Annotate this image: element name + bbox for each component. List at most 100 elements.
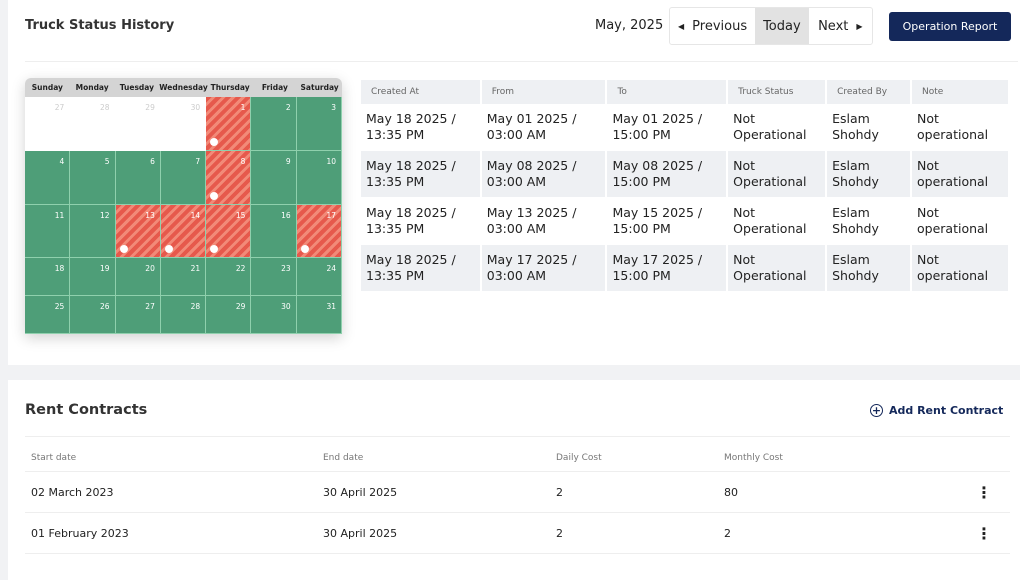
calendar-week: 4 5 6 7 8 9 10 — [25, 151, 342, 205]
calendar-day[interactable]: 29 — [206, 296, 252, 334]
column-header: To — [606, 80, 729, 104]
table-cell: May 18 2025 / 13:35 PM — [361, 244, 482, 292]
calendar-day[interactable]: 10 — [296, 151, 342, 205]
calendar-day[interactable]: 1 — [206, 97, 252, 151]
calendar-day[interactable]: 2 — [251, 97, 297, 151]
status-marker-icon — [300, 245, 309, 253]
kebab-menu-icon: ⋮ — [976, 482, 992, 502]
column-header: Truck Status — [727, 80, 828, 104]
status-marker-icon — [119, 245, 128, 253]
table-cell: May 08 2025 / 03:00 AM — [480, 150, 608, 198]
column-header: Created By — [826, 80, 912, 104]
table-cell: Not Operational — [727, 150, 828, 198]
status-marker-icon — [210, 138, 219, 146]
calendar-day[interactable]: 8 — [206, 151, 252, 205]
calendar-day[interactable]: 23 — [251, 258, 297, 296]
table-cell: 01 February 2023 — [25, 512, 317, 554]
calendar-day[interactable]: 4 — [25, 151, 71, 205]
divider — [25, 61, 1018, 62]
today-button[interactable]: Today — [755, 8, 809, 44]
table-row: May 18 2025 / 13:35 PM May 13 2025 / 03:0… — [361, 197, 1010, 245]
table-cell: May 17 2025 / 03:00 AM — [480, 244, 608, 292]
operation-report-button[interactable]: Operation Report — [889, 12, 1011, 41]
calendar-day[interactable]: 18 — [25, 258, 71, 296]
table-cell: Not operational — [911, 197, 1010, 245]
calendar-day[interactable]: 3 — [296, 97, 342, 151]
column-header: Note — [911, 80, 1010, 104]
table-row: May 18 2025 / 13:35 PM May 17 2025 / 03:0… — [361, 244, 1010, 292]
column-header: From — [480, 80, 608, 104]
previous-label: Previous — [692, 18, 748, 34]
calendar-day[interactable]: 27 — [115, 296, 161, 334]
calendar-day[interactable]: 5 — [70, 151, 116, 205]
table-row: May 18 2025 / 13:35 PM May 01 2025 / 03:0… — [361, 104, 1010, 151]
table-cell: Eslam Shohdy — [826, 104, 912, 151]
next-button[interactable]: Next ▶ — [809, 8, 872, 44]
previous-button[interactable]: ◀ Previous — [670, 8, 755, 44]
rent-contracts-table: Start date End date Daily Cost Monthly Cost… — [25, 436, 1010, 554]
calendar-day[interactable]: 21 — [160, 258, 207, 296]
calendar-day[interactable]: 7 — [160, 151, 207, 205]
calendar-day[interactable]: 27 — [25, 97, 71, 151]
calendar-day[interactable]: 26 — [70, 296, 116, 334]
status-marker-icon — [210, 192, 219, 200]
calendar-day[interactable]: 15 — [206, 205, 252, 258]
calendar-day[interactable]: 14 — [160, 205, 207, 258]
calendar-day[interactable]: 29 — [115, 97, 161, 151]
calendar-week: 11 12 13 14 15 16 17 — [25, 205, 342, 258]
today-label: Today — [763, 18, 801, 34]
column-header: Daily Cost — [550, 436, 718, 472]
calendar-day[interactable]: 16 — [251, 205, 297, 258]
add-rent-contract-button[interactable]: + Add Rent Contract — [870, 404, 1003, 417]
current-month: May, 2025 — [595, 18, 664, 33]
table-cell: 2 — [718, 512, 958, 554]
status-history-table: Created At From To Truck Status Created By No… — [361, 80, 1010, 292]
calendar-day[interactable]: 13 — [115, 205, 161, 258]
calendar: Sunday Monday Tuesday Wednesday Thursday Frid… — [25, 78, 342, 334]
calendar-day[interactable]: 30 — [251, 296, 297, 334]
table-cell: 2 — [550, 471, 718, 513]
table-cell: 80 — [718, 471, 958, 513]
table-cell: Not operational — [911, 104, 1010, 151]
calendar-week: 25 26 27 28 29 30 31 — [25, 296, 342, 334]
calendar-day[interactable]: 17 — [296, 205, 342, 258]
calendar-day[interactable]: 11 — [25, 205, 71, 258]
table-cell: May 18 2025 / 13:35 PM — [361, 104, 482, 151]
status-marker-icon — [164, 245, 173, 253]
calendar-weekdays: Sunday Monday Tuesday Wednesday Thursday Frid… — [25, 78, 342, 97]
calendar-day[interactable]: 9 — [251, 151, 297, 205]
calendar-nav: ◀ Previous Today Next ▶ — [669, 7, 873, 45]
column-header: Start date — [25, 436, 317, 472]
calendar-day[interactable]: 31 — [296, 296, 342, 334]
column-header: End date — [317, 436, 550, 472]
calendar-day[interactable]: 22 — [206, 258, 252, 296]
calendar-day[interactable]: 19 — [70, 258, 116, 296]
calendar-day[interactable]: 25 — [25, 296, 71, 334]
calendar-day[interactable]: 30 — [160, 97, 207, 151]
table-cell: May 18 2025 / 13:35 PM — [361, 197, 482, 245]
status-marker-icon — [210, 245, 219, 253]
table-cell: May 15 2025 / 15:00 PM — [606, 197, 729, 245]
add-rent-contract-label: Add Rent Contract — [889, 404, 1004, 417]
table-cell: Eslam Shohdy — [826, 150, 912, 198]
page-title: Truck Status History — [25, 18, 175, 33]
next-label: Next — [818, 18, 849, 34]
table-cell: May 13 2025 / 03:00 AM — [480, 197, 608, 245]
caret-right-icon: ▶ — [856, 21, 863, 31]
calendar-day[interactable]: 12 — [70, 205, 116, 258]
calendar-day[interactable]: 28 — [160, 296, 207, 334]
row-menu-button[interactable]: ⋮ — [958, 512, 1010, 554]
column-header: Monthly Cost — [718, 436, 958, 472]
calendar-day[interactable]: 28 — [70, 97, 116, 151]
calendar-day[interactable]: 20 — [115, 258, 161, 296]
actions-header — [958, 436, 1010, 472]
table-cell: 2 — [550, 512, 718, 554]
table-cell: Not operational — [911, 150, 1010, 198]
calendar-day[interactable]: 24 — [296, 258, 342, 296]
table-cell: Not Operational — [727, 244, 828, 292]
table-cell: May 18 2025 / 13:35 PM — [361, 150, 482, 198]
weekday-label: Friday — [261, 83, 288, 92]
row-menu-button[interactable]: ⋮ — [958, 471, 1010, 513]
calendar-day[interactable]: 6 — [115, 151, 161, 205]
table-cell: Eslam Shohdy — [826, 244, 912, 292]
